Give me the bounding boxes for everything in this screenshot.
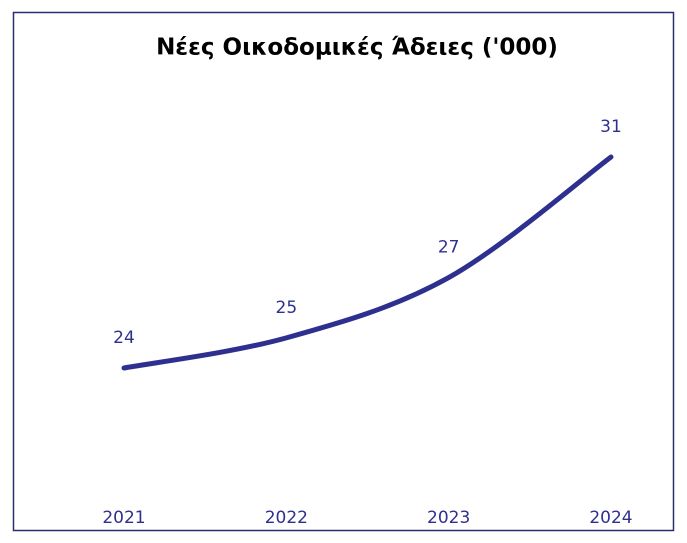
x-tick-label: 2021 [102,508,145,528]
data-label: 25 [276,298,298,318]
data-line [121,154,614,371]
data-label: 27 [438,238,460,258]
chart-title: Νέες Οικοδομικές Άδειες ('000) [156,35,558,61]
chart-frame [12,11,675,532]
data-label: 31 [600,117,622,137]
x-tick-label: 2023 [427,508,470,528]
x-tick-label: 2022 [265,508,308,528]
x-tick-label: 2024 [589,508,632,528]
data-label: 24 [113,328,135,348]
